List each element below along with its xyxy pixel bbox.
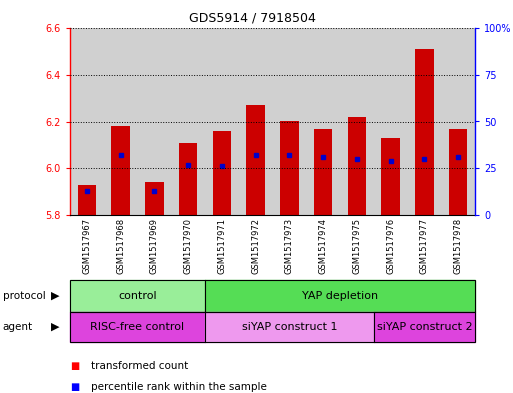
Bar xyxy=(104,28,137,215)
Text: siYAP construct 2: siYAP construct 2 xyxy=(377,322,472,332)
Bar xyxy=(111,126,130,215)
Bar xyxy=(306,28,340,215)
Text: RISC-free control: RISC-free control xyxy=(90,322,185,332)
Text: transformed count: transformed count xyxy=(90,361,188,371)
Bar xyxy=(212,131,231,215)
Text: ■: ■ xyxy=(70,382,79,392)
Bar xyxy=(246,105,265,215)
Text: siYAP construct 1: siYAP construct 1 xyxy=(242,322,337,332)
Bar xyxy=(145,182,164,215)
Bar xyxy=(171,28,205,215)
Text: ▶: ▶ xyxy=(51,291,60,301)
Bar xyxy=(239,28,272,215)
Bar xyxy=(415,49,433,215)
Text: control: control xyxy=(118,291,157,301)
Bar xyxy=(280,121,299,215)
Bar xyxy=(77,185,96,215)
Bar xyxy=(205,28,239,215)
Text: percentile rank within the sample: percentile rank within the sample xyxy=(90,382,266,392)
Bar xyxy=(381,138,400,215)
Bar xyxy=(348,117,366,215)
Text: YAP depletion: YAP depletion xyxy=(302,291,378,301)
Bar xyxy=(449,129,467,215)
Bar xyxy=(340,28,374,215)
Bar xyxy=(179,143,198,215)
Bar xyxy=(407,28,441,215)
Text: ▶: ▶ xyxy=(51,322,60,332)
Bar xyxy=(441,28,475,215)
Text: protocol: protocol xyxy=(3,291,45,301)
Text: agent: agent xyxy=(3,322,33,332)
Bar xyxy=(70,28,104,215)
Bar xyxy=(314,129,332,215)
Bar xyxy=(272,28,306,215)
Text: GDS5914 / 7918504: GDS5914 / 7918504 xyxy=(189,11,315,24)
Text: ■: ■ xyxy=(70,361,79,371)
Bar xyxy=(137,28,171,215)
Bar xyxy=(374,28,407,215)
